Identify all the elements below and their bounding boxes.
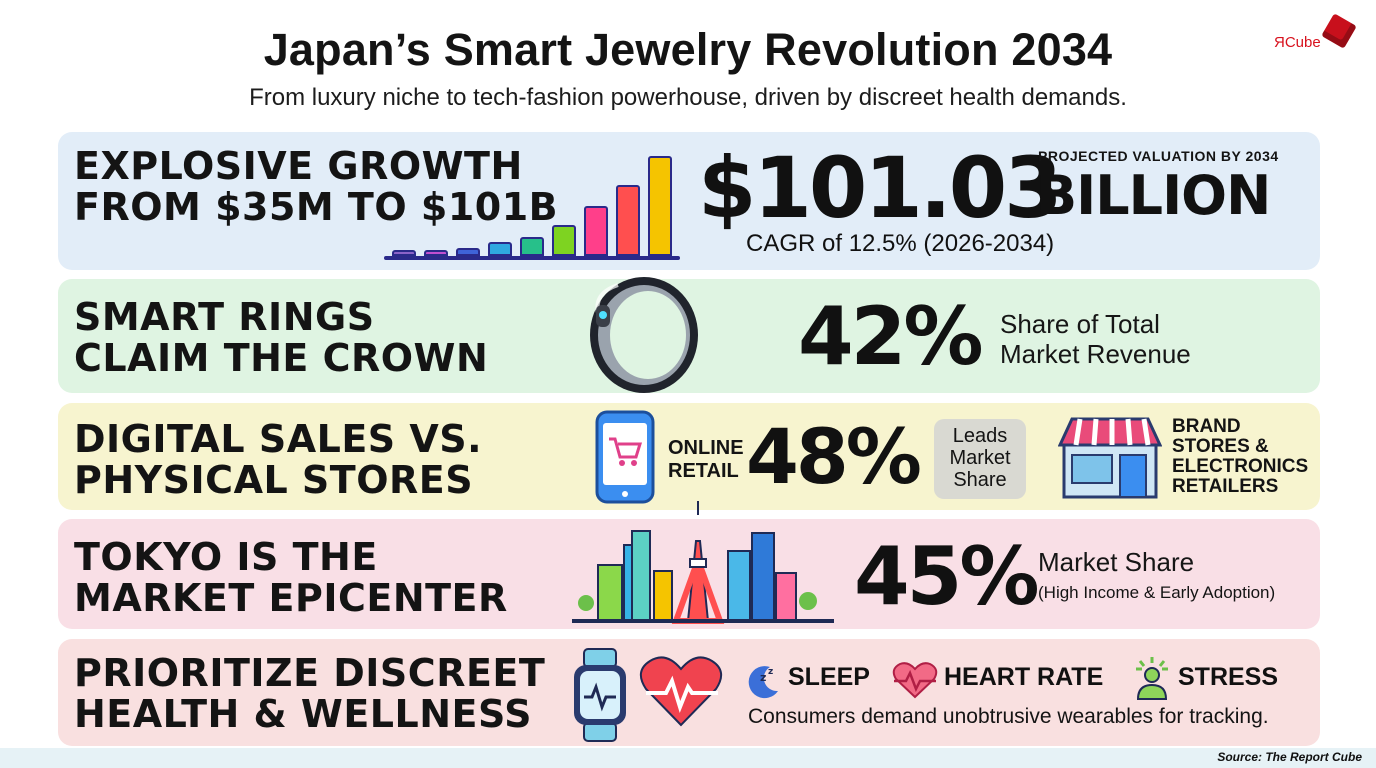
rings-label: Share of Total Market Revenue	[1000, 309, 1191, 369]
growth-bar	[424, 250, 448, 256]
growth-bar	[392, 250, 416, 256]
tokyo-heading: TOKYO IS THE MARKET EPICENTER	[74, 537, 508, 619]
health-heading-line2: HEALTH & WELLNESS	[74, 692, 533, 736]
online-retail-line2: RETAIL	[668, 460, 739, 482]
storefront-icon	[1058, 417, 1162, 499]
health-heading-line1: PRIORITIZE DISCREET	[74, 651, 546, 695]
tokyo-value: 45%	[854, 530, 1039, 623]
chart-baseline	[384, 256, 680, 260]
sleep-moon-icon: z z	[748, 666, 778, 699]
source-credit: Source: The Report Cube	[1217, 750, 1362, 764]
online-retail-line1: ONLINE	[668, 437, 744, 459]
stores-label-line3: ELECTRONICS	[1172, 456, 1309, 477]
growth-bar	[520, 237, 544, 256]
health-heading: PRIORITIZE DISCREET HEALTH & WELLNESS	[74, 653, 545, 735]
online-retail-label: ONLINE RETAIL	[668, 437, 744, 483]
sales-panel: DIGITAL SALES VS. PHYSICAL STORES ONLINE…	[58, 403, 1320, 510]
report-cube-logo: ЯCube	[1268, 13, 1358, 58]
page-subtitle: From luxury niche to tech-fashion powerh…	[249, 84, 1127, 111]
stores-label-line2: STORES &	[1172, 436, 1269, 457]
heart-rate-icon	[892, 662, 938, 699]
sales-value: 48%	[746, 412, 922, 501]
footer-bar	[0, 748, 1376, 768]
leads-callout-line1: Leads	[952, 425, 1008, 447]
rings-value: 42%	[798, 290, 983, 383]
growth-heading-line1: EXPLOSIVE GROWTH	[74, 144, 523, 188]
sleep-label: SLEEP	[788, 663, 870, 691]
logo-text: ЯCube	[1274, 34, 1321, 51]
rings-heading-line2: CLAIM THE CROWN	[74, 336, 489, 380]
svg-text:z: z	[760, 671, 766, 684]
heart-rate-label: HEART RATE	[944, 663, 1104, 691]
stores-label-line4: RETAILERS	[1172, 476, 1279, 497]
growth-cagr: CAGR of 12.5% (2026-2034)	[746, 230, 1055, 257]
growth-bar-chart	[384, 156, 680, 260]
tokyo-heading-line1: TOKYO IS THE	[74, 535, 378, 579]
smartwatch-icon	[574, 648, 626, 742]
growth-unit: BILLION	[1036, 164, 1271, 227]
rings-label-line1: Share of Total	[1000, 309, 1160, 339]
tokyo-panel: TOKYO IS THE MARKET EPICENTER 45% Market…	[58, 501, 1320, 629]
tokyo-skyline-icon	[572, 501, 834, 624]
stress-person-icon	[1136, 657, 1168, 700]
leads-callout: Leads Market Share	[934, 419, 1026, 499]
health-panel: PRIORITIZE DISCREET HEALTH & WELLNESS z …	[58, 639, 1320, 746]
growth-bar	[616, 185, 640, 256]
stores-label: BRAND STORES & ELECTRONICS RETAILERS	[1172, 417, 1308, 497]
rings-label-line2: Market Revenue	[1000, 339, 1191, 369]
health-caption: Consumers demand unobtrusive wearables f…	[748, 705, 1269, 728]
growth-caption: PROJECTED VALUATION BY 2034	[1038, 148, 1279, 164]
cube-icon	[1321, 13, 1357, 49]
growth-panel: EXPLOSIVE GROWTH FROM $35M TO $101B $101…	[58, 132, 1320, 270]
svg-text:z: z	[768, 667, 773, 677]
growth-bar	[584, 206, 608, 256]
growth-bar	[552, 225, 576, 256]
tokyo-heading-line2: MARKET EPICENTER	[74, 576, 508, 620]
growth-bar	[488, 242, 512, 256]
growth-value: $101.03	[698, 139, 1063, 237]
leads-callout-line3: Share	[953, 469, 1007, 491]
stores-label-line1: BRAND	[1172, 416, 1241, 437]
phone-cart-icon	[595, 410, 655, 504]
growth-bar	[456, 248, 480, 256]
rings-panel: SMART RINGS CLAIM THE CROWN 42% Share of…	[58, 277, 1320, 393]
rings-heading: SMART RINGS CLAIM THE CROWN	[74, 297, 488, 379]
sales-heading-line2: PHYSICAL STORES	[74, 458, 474, 502]
sales-heading-line1: DIGITAL SALES VS.	[74, 417, 483, 461]
growth-heading: EXPLOSIVE GROWTH FROM $35M TO $101B	[74, 146, 558, 228]
tokyo-label: Market Share	[1038, 547, 1195, 577]
rings-heading-line1: SMART RINGS	[74, 295, 375, 339]
heart-pulse-icon	[639, 656, 723, 727]
growth-bar	[648, 156, 672, 256]
page-title: Japan’s Smart Jewelry Revolution 2034	[263, 24, 1113, 75]
sales-heading: DIGITAL SALES VS. PHYSICAL STORES	[74, 419, 482, 501]
leads-callout-line2: Market	[949, 447, 1011, 469]
stress-label: STRESS	[1178, 663, 1279, 691]
smart-ring-icon	[590, 277, 698, 393]
tokyo-sublabel: (High Income & Early Adoption)	[1038, 583, 1276, 602]
growth-heading-line2: FROM $35M TO $101B	[74, 185, 559, 229]
